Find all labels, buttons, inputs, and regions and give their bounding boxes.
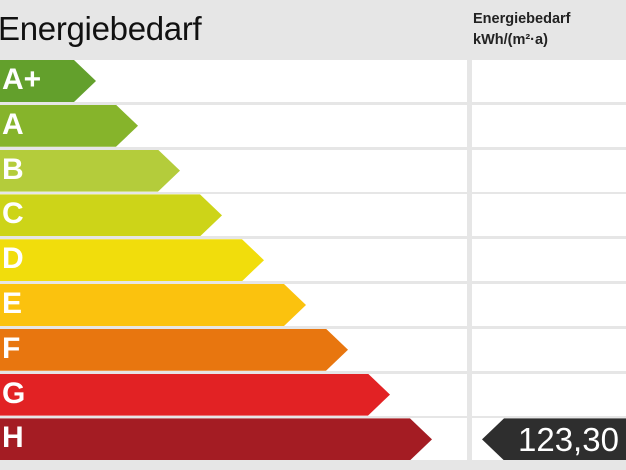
value-cell	[472, 194, 626, 237]
bar-cell: E	[0, 284, 467, 326]
energy-row: C	[0, 194, 626, 237]
energy-row: F	[0, 328, 626, 371]
column-header: Energiebedarf kWh/(m²·a)	[473, 9, 571, 51]
energy-class-label: B	[2, 152, 24, 186]
energy-class-label: H	[2, 421, 24, 455]
column-title: Energiebedarf	[473, 11, 571, 27]
value-cell	[472, 373, 626, 416]
energy-class-bar: A	[0, 105, 138, 147]
energy-class-label: C	[2, 197, 24, 231]
energy-class-bar: G	[0, 374, 390, 416]
energy-class-label: D	[2, 242, 24, 276]
value-cell	[472, 284, 626, 326]
energy-class-bar: E	[0, 284, 306, 326]
bar-cell: C	[0, 194, 467, 237]
value-cell	[472, 149, 626, 192]
bar-cell: F	[0, 328, 467, 371]
energy-class-label: A	[2, 107, 24, 141]
page-title: Energiebedarf	[0, 10, 202, 47]
energy-row: D	[0, 239, 626, 282]
energy-class-bar: A+	[0, 60, 96, 102]
bar-cell: D	[0, 239, 467, 282]
bar-cell: H	[0, 418, 467, 461]
energy-class-label: E	[2, 287, 23, 320]
energy-class-bar: C	[0, 194, 222, 236]
energy-row: H 123,30	[0, 418, 626, 461]
bar-cell: A	[0, 104, 467, 147]
energy-row: B	[0, 149, 626, 192]
value-indicator-arrow	[482, 418, 626, 461]
energy-row: A+	[0, 60, 626, 102]
value-cell	[472, 60, 626, 102]
energy-class-bar: D	[0, 239, 264, 281]
energy-row: G	[0, 373, 626, 416]
energy-row: E	[0, 284, 626, 326]
energy-class-label: A+	[2, 63, 42, 96]
energy-value: 123,30	[518, 421, 619, 459]
column-unit: kWh/(m²·a)	[473, 32, 548, 48]
bar-cell: G	[0, 373, 467, 416]
energy-class-bar: H	[0, 418, 432, 460]
energy-class-bar: B	[0, 150, 180, 192]
value-cell	[472, 328, 626, 371]
value-cell	[472, 239, 626, 282]
bar-cell: B	[0, 149, 467, 192]
value-cell	[472, 104, 626, 147]
energy-class-label: F	[2, 331, 21, 365]
energy-class-label: G	[2, 376, 26, 410]
energy-class-bar: F	[0, 329, 348, 371]
bar-cell: A+	[0, 60, 467, 102]
energy-row: A	[0, 104, 626, 147]
